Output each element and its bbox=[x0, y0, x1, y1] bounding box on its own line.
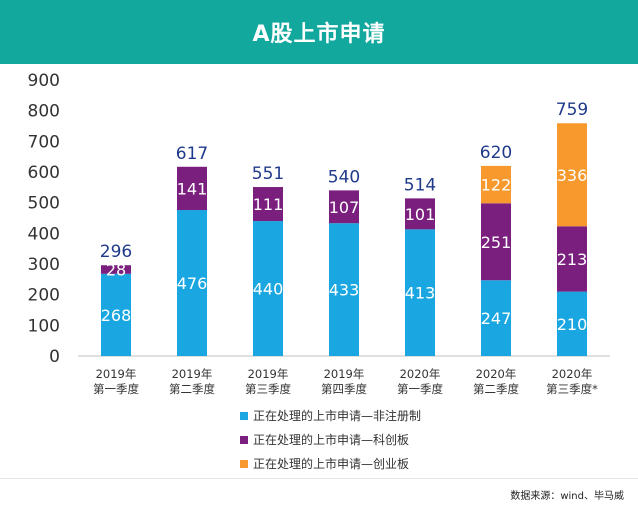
source-note: 数据来源：wind、毕马威 bbox=[510, 491, 624, 502]
bar-total-label: 540 bbox=[328, 167, 360, 187]
x-tick-label: 第四季度 bbox=[321, 382, 367, 396]
bar-segment bbox=[481, 203, 511, 281]
bar-segment bbox=[329, 190, 359, 224]
legend-swatch bbox=[240, 412, 248, 420]
bar-segment bbox=[253, 187, 283, 222]
bar-segment-label: 268 bbox=[101, 306, 132, 325]
bar-segment bbox=[405, 229, 435, 356]
x-tick-label: 2020年 bbox=[476, 367, 517, 381]
y-tick-label: 400 bbox=[28, 224, 60, 244]
chart-title: A股上市申请 bbox=[252, 22, 386, 47]
x-tick-label: 第一季度 bbox=[93, 382, 139, 396]
x-tick-label: 2019年 bbox=[248, 367, 289, 381]
y-tick-label: 800 bbox=[28, 102, 60, 122]
divider bbox=[0, 478, 638, 479]
bar-segment-label: 213 bbox=[557, 250, 588, 269]
bar-segment bbox=[481, 165, 511, 204]
y-tick-label: 700 bbox=[28, 132, 60, 152]
bar-segment-label: 111 bbox=[253, 195, 284, 214]
bar-segment bbox=[557, 291, 587, 356]
y-tick-label: 100 bbox=[28, 316, 60, 336]
bar-total-label: 620 bbox=[480, 143, 512, 163]
legend-label: 正在处理的上市申请—创业板 bbox=[253, 456, 409, 471]
x-tick-label: 2019年 bbox=[96, 367, 137, 381]
x-tick-label: 2019年 bbox=[324, 367, 365, 381]
x-tick-label: 第三季度* bbox=[546, 382, 598, 396]
bar-segment-label: 107 bbox=[329, 198, 360, 217]
bar-segment bbox=[557, 226, 587, 292]
bar-segment bbox=[405, 198, 435, 230]
x-tick-label: 第二季度 bbox=[169, 382, 215, 396]
bar-segment bbox=[481, 280, 511, 356]
bar-segment-label: 247 bbox=[481, 309, 512, 328]
legend-swatch bbox=[240, 436, 248, 444]
chart-area: 0 100 200 300 400 500 600 700 800 900 268 28 296 2019… bbox=[0, 64, 638, 478]
bar-segment-label: 476 bbox=[177, 274, 208, 293]
bar-segment-label: 440 bbox=[253, 280, 284, 299]
bar-segment bbox=[177, 166, 207, 211]
header-banner: A股上市申请 bbox=[0, 0, 638, 64]
bar-total-label: 551 bbox=[252, 164, 284, 184]
bar-segment-label: 122 bbox=[481, 176, 512, 195]
bar-segment-label: 336 bbox=[557, 166, 588, 185]
x-tick-label: 第一季度 bbox=[397, 382, 443, 396]
y-tick-label: 300 bbox=[28, 255, 60, 275]
y-tick-label: 0 bbox=[49, 347, 60, 367]
bar-segment bbox=[101, 265, 131, 274]
y-tick-label: 200 bbox=[28, 286, 60, 306]
bar-segment-label: 28 bbox=[106, 261, 126, 280]
bar-segment-label: 251 bbox=[481, 233, 512, 252]
y-tick-label: 900 bbox=[28, 71, 60, 91]
bar-segment-label: 433 bbox=[329, 281, 360, 300]
bar-total-label: 759 bbox=[556, 100, 588, 120]
bar-segment bbox=[177, 210, 207, 356]
y-tick-label: 500 bbox=[28, 194, 60, 214]
bar-segment bbox=[329, 223, 359, 356]
legend-label: 正在处理的上市申请—非注册制 bbox=[253, 408, 421, 423]
bar-total-label: 514 bbox=[404, 175, 436, 195]
x-tick-label: 第三季度 bbox=[245, 382, 291, 396]
legend-label: 正在处理的上市申请—科创板 bbox=[253, 432, 409, 447]
legend-swatch bbox=[240, 460, 248, 468]
bar-segment-label: 101 bbox=[405, 205, 436, 224]
x-tick-label: 2020年 bbox=[400, 367, 441, 381]
bar-total-label: 296 bbox=[100, 242, 132, 262]
x-tick-label: 2020年 bbox=[552, 367, 593, 381]
bar-segment bbox=[101, 273, 131, 356]
bar-segment-label: 413 bbox=[405, 284, 436, 303]
bar-segment bbox=[253, 221, 283, 356]
bar-segment bbox=[557, 123, 587, 227]
bar-segment-label: 141 bbox=[177, 179, 208, 198]
y-tick-label: 600 bbox=[28, 163, 60, 183]
bar-total-label: 617 bbox=[176, 144, 208, 164]
bar-segment-label: 210 bbox=[557, 315, 588, 334]
x-tick-label: 第二季度 bbox=[473, 382, 519, 396]
x-tick-label: 2019年 bbox=[172, 367, 213, 381]
